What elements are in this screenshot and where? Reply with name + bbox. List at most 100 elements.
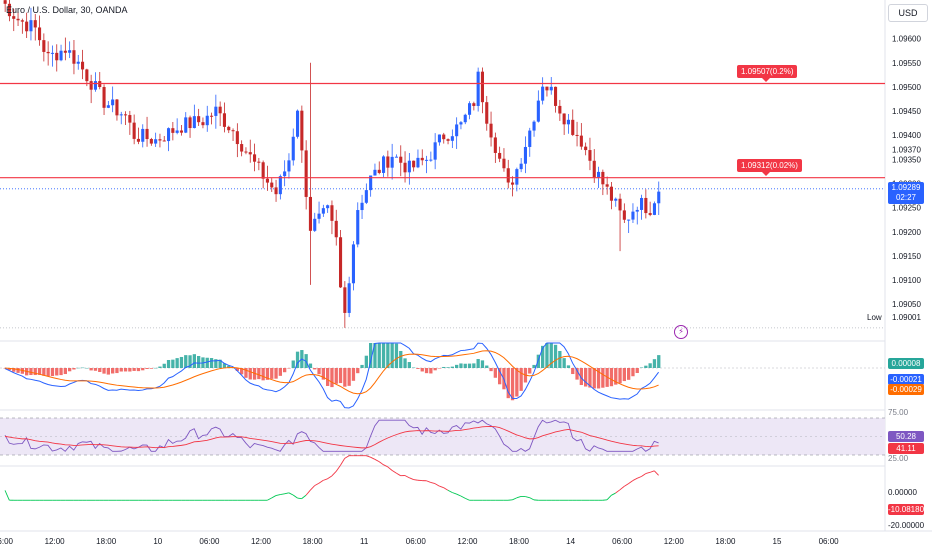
candle-body [506,168,510,183]
candle-body [652,203,656,215]
candle-body [296,110,300,137]
macd-histogram-bar [85,367,89,369]
candle-body [394,156,398,158]
macd-histogram-bar [386,343,390,368]
third-line-segment [267,497,272,501]
candle-body [291,136,295,161]
candle-body [334,220,338,238]
candle-body [343,287,347,313]
macd-histogram-bar [313,368,317,370]
time-tick-label: 12:00 [664,537,685,546]
macd-histogram-bar [506,368,510,399]
macd-histogram-bar [37,368,42,375]
macd-histogram-bar [76,367,80,369]
third-line-segment [396,472,401,477]
candle-body [635,209,639,212]
third-line-segment [323,478,328,481]
third-line-segment [456,493,461,497]
price-tick-label: 1.09250 [892,204,921,213]
price-tick-label: 1.09370 [892,146,921,155]
macd-histogram-bar [528,368,532,374]
third-line-segment [370,456,375,460]
macd-signal-line [4,350,659,395]
third-line-segment [439,485,444,489]
candle-body [558,105,562,114]
macd-histogram-bar [433,368,437,371]
macd-histogram-bar [291,360,295,368]
macd-histogram-bar [149,368,153,369]
third-line-segment [619,485,625,491]
candle-body [158,139,162,141]
macd-histogram-bar [123,368,128,372]
third-line-segment [404,475,410,479]
candle-body [227,126,231,131]
macd-histogram-bar [424,368,429,374]
candle-body [72,50,76,64]
rsi-level-upper: 75.00 [888,408,909,417]
time-tick-label: 18:00 [303,537,324,546]
candle-body [532,121,536,131]
alert-label-lower[interactable]: 1.09312(0.02%) [737,158,802,172]
third-tick-zero: 0.00000 [888,488,917,497]
candle-body [442,134,446,140]
candle-body [429,159,433,161]
macd-histogram-bar [614,368,618,385]
macd-histogram-bar [356,368,360,374]
candle-body [214,106,218,116]
macd-histogram-bar [364,355,368,368]
third-line-segment [378,461,384,466]
candle-body [347,283,351,313]
macd-histogram-bar [592,368,596,389]
macd-histogram-bar [16,368,20,373]
third-line-segment [516,496,522,499]
last-price-badge: 1.09289 02:27 [888,181,924,204]
macd-histogram-bar [89,368,93,371]
candle-body [68,50,72,53]
candle-body [609,186,613,201]
macd-histogram-bar [360,364,364,368]
macd-histogram-bar [343,368,347,387]
candle-body [197,116,201,123]
candle-body [59,50,63,61]
macd-histogram-bar [136,368,141,372]
macd-histogram-bar [184,355,188,368]
third-line-segment [284,492,289,495]
macd-histogram-bar [222,363,227,368]
third-line-segment [344,455,350,459]
candle-body [502,158,506,169]
macd-histogram-bar [197,355,201,368]
candle-body [124,114,128,116]
macd-histogram-bar [102,368,106,374]
third-line-segment [628,480,634,484]
symbol-title[interactable]: Euro / U.S. Dollar, 30, OANDA [6,5,128,15]
candle-body [459,122,463,125]
time-tick-label: 06:00 [612,537,633,546]
candle-body [579,135,583,147]
lightning-icon[interactable]: ⚡ [674,325,688,339]
macd-histogram-bar [588,368,592,388]
macd-histogram-bar [188,355,192,368]
macd-histogram-bar [158,366,162,368]
time-tick-label: 12:00 [457,537,478,546]
macd-histogram-bar [377,343,381,368]
candle-body [188,117,192,129]
third-line-segment [335,465,341,472]
candle-body [240,144,244,152]
macd-histogram-bar [498,368,502,385]
third-line-segment [292,494,298,499]
macd-histogram-bar [571,368,575,375]
candle-body [614,198,618,201]
alert-label-upper[interactable]: 1.09507(0.2%) [737,64,798,78]
candle-body [149,139,153,144]
macd-histogram-bar [609,368,614,387]
time-tick-label: 15 [773,537,782,546]
candle-body [373,169,377,176]
third-line-segment [327,475,333,480]
currency-button[interactable]: USD [888,4,928,22]
third-line-segment [331,471,337,477]
macd-histogram-bar [68,368,72,372]
candle-body [179,130,183,133]
alert-arrow-upper [762,77,770,82]
candle-body [175,130,179,133]
